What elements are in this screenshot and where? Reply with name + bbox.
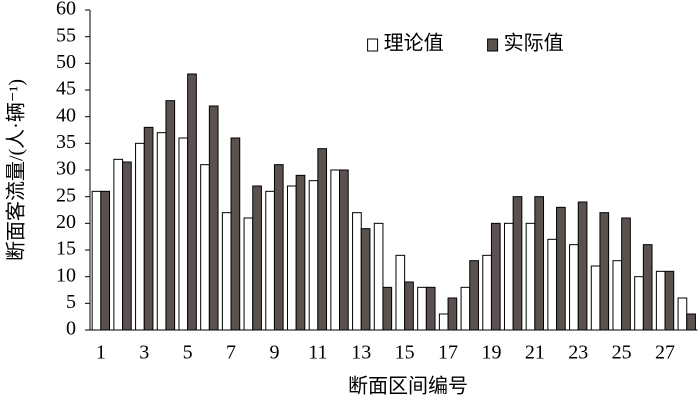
legend-swatch [367,38,379,52]
bar [621,217,631,331]
bar [577,201,588,331]
bar [317,148,328,331]
x-tick-label: 13 [351,342,371,364]
x-tick-label: 21 [525,342,545,364]
bar [200,164,210,331]
bar [252,185,262,331]
bar [534,196,545,331]
bar [417,286,427,331]
y-tick-label: 30 [56,158,76,180]
legend-swatch [487,38,499,52]
bar [469,260,479,331]
bar [360,228,371,331]
bar [208,105,219,331]
bar [664,270,675,331]
y-tick-label: 0 [66,318,76,340]
bar [395,254,406,331]
bar [143,126,154,331]
x-tick-label: 17 [438,342,458,364]
x-tick-label: 25 [612,342,632,364]
bar [447,297,458,331]
y-tick-label: 35 [56,131,76,153]
x-tick-label: 5 [183,342,193,364]
bar [404,281,414,331]
bar [425,286,436,331]
bar [686,313,696,331]
y-tick-label: 15 [56,238,76,260]
bar [373,222,384,331]
bar [286,185,297,331]
bar [308,180,319,331]
bar [655,270,666,331]
bar [100,190,111,331]
bar [265,190,275,331]
x-tick-label: 19 [481,342,501,364]
bar [156,132,167,331]
bar [642,244,653,331]
y-tick-label: 50 [56,51,76,73]
bar [382,286,393,331]
bar [677,297,688,331]
bar [187,73,197,331]
bar [339,169,349,331]
y-tick-label: 25 [56,184,76,206]
bar [512,196,523,331]
y-tick-label: 40 [56,104,76,126]
bar [460,286,471,331]
legend-label: 理论值 [384,32,444,55]
bar [612,260,623,331]
x-tick-label: 3 [139,342,149,364]
y-tick-label: 45 [56,78,76,100]
bar [122,161,132,331]
y-tick-label: 5 [66,291,76,313]
y-tick-label: 20 [56,211,76,233]
x-tick-label: 1 [96,342,106,364]
x-tick-label: 15 [395,342,415,364]
x-tick-label: 11 [308,342,327,364]
y-tick-label: 60 [56,0,76,20]
bar [490,222,501,331]
bar [135,142,145,331]
x-axis-label: 断面区间编号 [348,375,468,398]
bar [91,190,102,331]
bar [634,276,644,331]
bar [330,169,341,331]
bar [482,254,492,331]
bar [221,212,232,331]
bar [547,238,558,331]
legend-label: 实际值 [504,32,564,55]
bar [599,212,610,331]
bar [178,137,189,331]
y-tick-label: 55 [56,24,76,46]
bar [525,222,536,331]
x-tick-label: 23 [568,342,588,364]
x-tick-label: 9 [269,342,279,364]
bar [352,212,362,331]
y-axis-label: 断面客流量/(人·辆⁻¹) [5,79,28,261]
bar [273,164,284,331]
bar [295,174,306,331]
bar [556,206,566,331]
x-tick-label: 27 [655,342,675,364]
bar [230,137,241,331]
bar [113,158,124,331]
y-tick-label: 10 [56,264,76,286]
bar [165,100,176,331]
bar [569,244,579,331]
x-tick-label: 7 [226,342,236,364]
bar [590,265,601,331]
bar [438,313,449,331]
bar [503,222,514,331]
bar [243,217,254,331]
